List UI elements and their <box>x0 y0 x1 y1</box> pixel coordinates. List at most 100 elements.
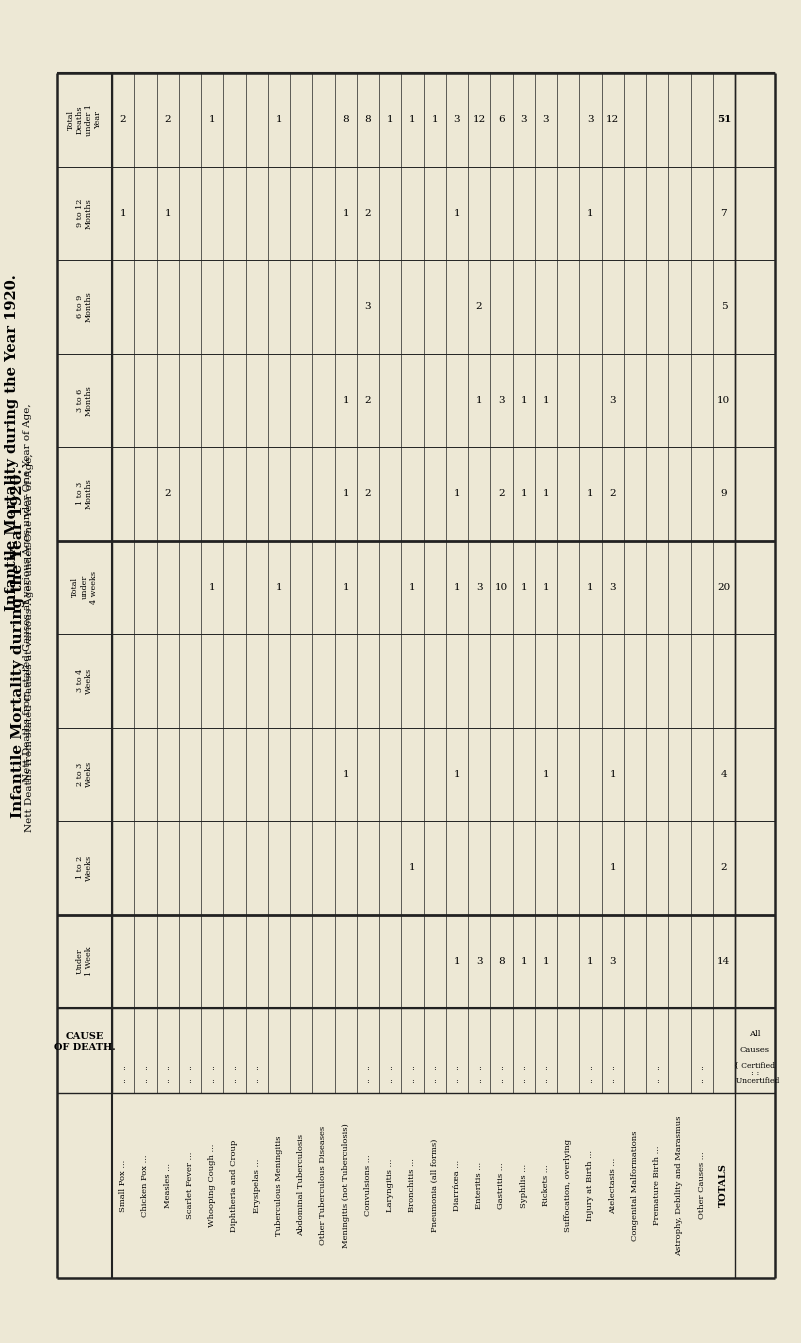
Text: Diphtheria and Croup: Diphtheria and Croup <box>231 1139 239 1232</box>
Text: :: : <box>589 1077 592 1085</box>
Text: 1: 1 <box>587 583 594 592</box>
Text: 14: 14 <box>717 956 731 966</box>
Text: 7: 7 <box>721 208 727 218</box>
Text: :: : <box>611 1064 614 1072</box>
Text: 1: 1 <box>453 583 461 592</box>
Text: TOTALS: TOTALS <box>719 1163 728 1207</box>
Text: :: : <box>500 1064 503 1072</box>
Text: 3: 3 <box>521 115 527 125</box>
Text: 3: 3 <box>610 583 616 592</box>
Text: Atelectasis ...: Atelectasis ... <box>609 1158 617 1214</box>
Text: 2 to 3
Weeks: 2 to 3 Weeks <box>76 761 93 787</box>
Text: 1: 1 <box>542 583 549 592</box>
Text: 1: 1 <box>542 396 549 404</box>
Text: 1: 1 <box>587 956 594 966</box>
Text: :: : <box>545 1077 547 1085</box>
Text: Small Pox ...: Small Pox ... <box>119 1159 127 1211</box>
Text: :: : <box>122 1064 125 1072</box>
Text: 3: 3 <box>610 396 616 404</box>
Text: :: : <box>500 1077 503 1085</box>
Text: 1: 1 <box>276 115 282 125</box>
Text: Infantile Mortality during the Year 1920.: Infantile Mortality during the Year 1920… <box>11 469 25 818</box>
Text: 1: 1 <box>342 208 349 218</box>
Text: :: : <box>456 1077 458 1085</box>
Text: Bronchitis ...: Bronchitis ... <box>409 1159 417 1213</box>
Text: Chicken Pox ...: Chicken Pox ... <box>141 1154 149 1217</box>
Text: 3: 3 <box>364 302 371 312</box>
Text: :: : <box>589 1064 592 1072</box>
Text: CAUSE
OF DEATH.: CAUSE OF DEATH. <box>54 1031 115 1052</box>
Text: 1: 1 <box>542 770 549 779</box>
Text: 2: 2 <box>364 208 371 218</box>
Text: 1: 1 <box>453 208 461 218</box>
Text: Total
under
4 weeks: Total under 4 weeks <box>71 571 98 604</box>
Text: :: : <box>188 1064 191 1072</box>
Text: 10: 10 <box>717 396 731 404</box>
Text: 2: 2 <box>610 489 616 498</box>
Text: Meningitis (not Tuberculosis): Meningitis (not Tuberculosis) <box>341 1123 349 1248</box>
Text: 10: 10 <box>495 583 508 592</box>
Text: 1: 1 <box>587 489 594 498</box>
Text: Other Tuberculous Diseases: Other Tuberculous Diseases <box>320 1125 328 1245</box>
Text: 3: 3 <box>542 115 549 125</box>
Text: 2: 2 <box>120 115 127 125</box>
Text: Rickets ...: Rickets ... <box>541 1164 549 1206</box>
Text: 8: 8 <box>342 115 349 125</box>
Text: Under
1 Week: Under 1 Week <box>76 947 93 976</box>
Text: 1: 1 <box>431 115 438 125</box>
Text: 2: 2 <box>364 396 371 404</box>
Text: 1: 1 <box>164 208 171 218</box>
Text: : :: : : <box>751 1069 759 1077</box>
Text: Syphilis ...: Syphilis ... <box>520 1163 528 1207</box>
Text: Enteritis ...: Enteritis ... <box>475 1162 483 1209</box>
Text: 1: 1 <box>120 208 127 218</box>
Text: :: : <box>477 1077 481 1085</box>
Text: :: : <box>144 1064 147 1072</box>
Text: :: : <box>233 1077 235 1085</box>
Text: 2: 2 <box>476 302 482 312</box>
Text: 9 to 12
Months: 9 to 12 Months <box>76 197 93 228</box>
Text: :: : <box>388 1064 392 1072</box>
Text: 3: 3 <box>498 396 505 404</box>
Text: 4: 4 <box>721 770 727 779</box>
Text: 1: 1 <box>521 396 527 404</box>
Text: 2: 2 <box>164 115 171 125</box>
Text: :: : <box>656 1077 658 1085</box>
Text: :: : <box>411 1064 414 1072</box>
Text: :: : <box>700 1064 703 1072</box>
Text: :: : <box>166 1077 169 1085</box>
Text: 1: 1 <box>342 770 349 779</box>
Text: :: : <box>144 1077 147 1085</box>
Text: 1: 1 <box>610 770 616 779</box>
Text: :: : <box>256 1077 258 1085</box>
Text: Measles ...: Measles ... <box>163 1163 171 1207</box>
Text: 3: 3 <box>476 956 482 966</box>
Text: Uncertified: Uncertified <box>731 1077 779 1085</box>
Text: 3: 3 <box>476 583 482 592</box>
Text: Injury at Birth ...: Injury at Birth ... <box>586 1150 594 1221</box>
Text: 2: 2 <box>164 489 171 498</box>
Text: 12: 12 <box>473 115 485 125</box>
Text: 1: 1 <box>342 583 349 592</box>
Text: :: : <box>433 1064 436 1072</box>
Text: 1 to 2
Weeks: 1 to 2 Weeks <box>76 854 93 881</box>
Text: 1: 1 <box>409 864 416 872</box>
Text: 1: 1 <box>342 489 349 498</box>
Text: :: : <box>366 1077 369 1085</box>
Text: Tuberculous Meningitis: Tuberculous Meningitis <box>275 1135 283 1236</box>
Text: Diarrńœa ...: Diarrńœa ... <box>453 1160 461 1211</box>
Text: Other Causes ...: Other Causes ... <box>698 1152 706 1219</box>
Text: Astrophy, Debility and Marasmus: Astrophy, Debility and Marasmus <box>675 1115 683 1256</box>
Text: 1: 1 <box>587 208 594 218</box>
Text: 3 to 6
Months: 3 to 6 Months <box>76 385 93 415</box>
Text: { Certified: { Certified <box>735 1062 775 1070</box>
Text: 8: 8 <box>498 956 505 966</box>
Text: 1: 1 <box>610 864 616 872</box>
Text: Congenital Malformations: Congenital Malformations <box>631 1131 639 1241</box>
Text: 1: 1 <box>209 583 215 592</box>
Text: :: : <box>388 1077 392 1085</box>
Text: 1: 1 <box>521 956 527 966</box>
Text: Abdominal Tuberculosis: Abdominal Tuberculosis <box>297 1135 305 1237</box>
Text: :: : <box>456 1064 458 1072</box>
Text: 1: 1 <box>521 583 527 592</box>
